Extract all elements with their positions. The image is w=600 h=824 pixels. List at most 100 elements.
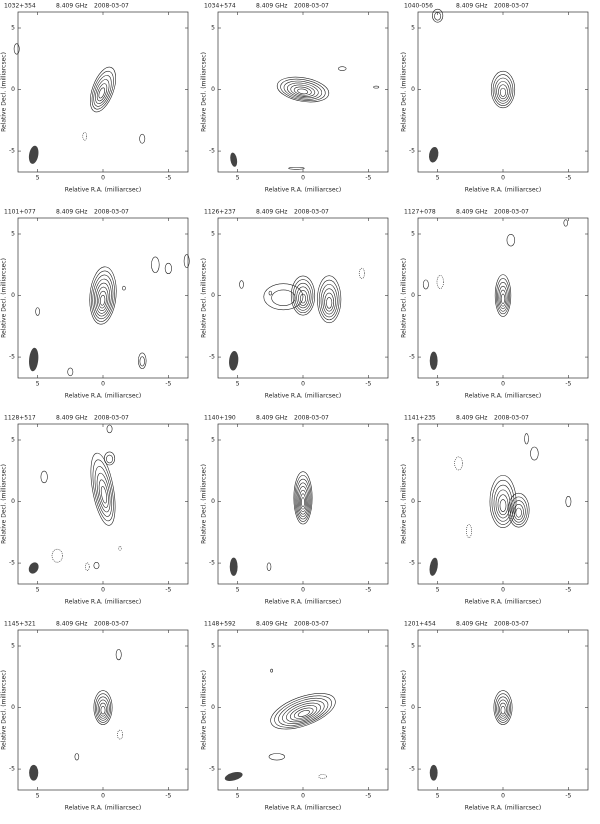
- y-axis-label: Relative Decl. (milliarcsec): [401, 670, 408, 750]
- contour: [91, 70, 114, 110]
- contour: [506, 233, 516, 247]
- y-tick-label: -5: [409, 354, 415, 361]
- y-tick-label: -5: [209, 766, 215, 773]
- y-tick-label: 5: [411, 437, 415, 444]
- contour: [99, 702, 107, 717]
- contour: [317, 275, 342, 324]
- x-tick-label: 0: [301, 793, 305, 800]
- contour: [283, 80, 323, 100]
- contour: [92, 274, 114, 320]
- source-name: 1040-056: [404, 3, 433, 10]
- panel: 1141+235 8.409 GHz 2008-03-07 Relative R.A.…: [401, 415, 589, 606]
- contour: [96, 83, 108, 102]
- date: 2008-03-07: [94, 415, 129, 422]
- contour: [239, 280, 244, 289]
- contour: [324, 292, 334, 312]
- x-axis-label: Relative R.A. (milliarcsec): [65, 805, 141, 812]
- contour: [276, 76, 330, 103]
- contour: [90, 270, 115, 322]
- x-tick-label: 5: [436, 793, 440, 800]
- x-axis-label: Relative R.A. (milliarcsec): [465, 187, 541, 194]
- y-tick-label: 0: [211, 292, 215, 299]
- plot-frame: [417, 629, 589, 791]
- beam: [429, 351, 438, 370]
- y-tick-label: 0: [11, 498, 15, 505]
- beam: [29, 764, 39, 781]
- contour: [268, 753, 285, 761]
- contour: [90, 452, 116, 526]
- plot-frame: [417, 11, 589, 173]
- contour: [95, 282, 111, 314]
- contour: [494, 274, 512, 317]
- contour: [299, 293, 307, 304]
- x-tick-label: -5: [365, 587, 371, 594]
- y-axis-label: Relative Decl. (milliarcsec): [201, 670, 208, 750]
- contour: [51, 548, 63, 563]
- x-tick-label: -5: [565, 175, 571, 182]
- contour: [297, 486, 309, 515]
- x-tick-label: 5: [36, 381, 40, 388]
- contour: [98, 87, 105, 99]
- y-tick-label: -5: [209, 560, 215, 567]
- frequency: 8.409 GHz: [256, 209, 287, 216]
- date: 2008-03-07: [94, 3, 129, 10]
- contour: [139, 133, 146, 144]
- panel: 1148+592 8.409 GHz 2008-03-07 Relative R.A.…: [201, 621, 389, 812]
- x-tick-label: -5: [565, 587, 571, 594]
- plot-frame: [417, 217, 589, 379]
- x-tick-label: 5: [36, 587, 40, 594]
- contour: [466, 524, 472, 538]
- contour: [301, 497, 305, 508]
- contour: [422, 279, 429, 290]
- contour: [500, 293, 506, 304]
- contour: [494, 77, 512, 104]
- beam: [28, 145, 39, 164]
- y-tick-label: -5: [9, 766, 15, 773]
- y-tick-label: -5: [9, 560, 15, 567]
- beam: [229, 557, 238, 576]
- contour: [118, 546, 122, 551]
- x-axis-label: Relative R.A. (milliarcsec): [65, 393, 141, 400]
- x-tick-label: 5: [236, 793, 240, 800]
- contour: [13, 43, 20, 55]
- frequency: 8.409 GHz: [456, 209, 487, 216]
- frequency: 8.409 GHz: [56, 415, 87, 422]
- contour: [500, 705, 506, 715]
- frequency: 8.409 GHz: [56, 3, 87, 10]
- plot-frame: [17, 629, 189, 791]
- y-tick-label: 5: [411, 231, 415, 238]
- contour: [151, 256, 160, 273]
- x-axis-label: Relative R.A. (milliarcsec): [65, 599, 141, 606]
- contour: [496, 81, 510, 102]
- date: 2008-03-07: [294, 209, 329, 216]
- x-axis-label: Relative R.A. (milliarcsec): [265, 393, 341, 400]
- frequency: 8.409 GHz: [256, 3, 287, 10]
- x-tick-label: 0: [301, 381, 305, 388]
- panel: 1101+077 8.409 GHz 2008-03-07 Relative R.A.…: [1, 209, 190, 400]
- y-tick-label: 5: [211, 25, 215, 32]
- x-tick-label: 0: [301, 587, 305, 594]
- x-tick-label: 5: [36, 793, 40, 800]
- date: 2008-03-07: [494, 621, 529, 628]
- frequency: 8.409 GHz: [56, 209, 87, 216]
- contour: [278, 697, 329, 726]
- x-tick-label: 0: [101, 175, 105, 182]
- contour: [280, 78, 326, 101]
- contour: [100, 705, 106, 715]
- contour: [496, 278, 510, 315]
- x-axis-label: Relative R.A. (milliarcsec): [65, 187, 141, 194]
- contour: [292, 279, 314, 314]
- x-tick-label: 5: [236, 587, 240, 594]
- contour: [268, 290, 272, 296]
- y-tick-label: 5: [411, 25, 415, 32]
- source-name: 1141+235: [404, 415, 436, 422]
- contour: [499, 289, 507, 307]
- x-tick-label: -5: [565, 793, 571, 800]
- contour: [295, 478, 311, 520]
- x-tick-label: -5: [365, 381, 371, 388]
- y-tick-label: 0: [211, 498, 215, 505]
- contour: [513, 503, 524, 521]
- contour: [434, 11, 442, 21]
- contour: [98, 479, 109, 508]
- contour: [498, 285, 508, 310]
